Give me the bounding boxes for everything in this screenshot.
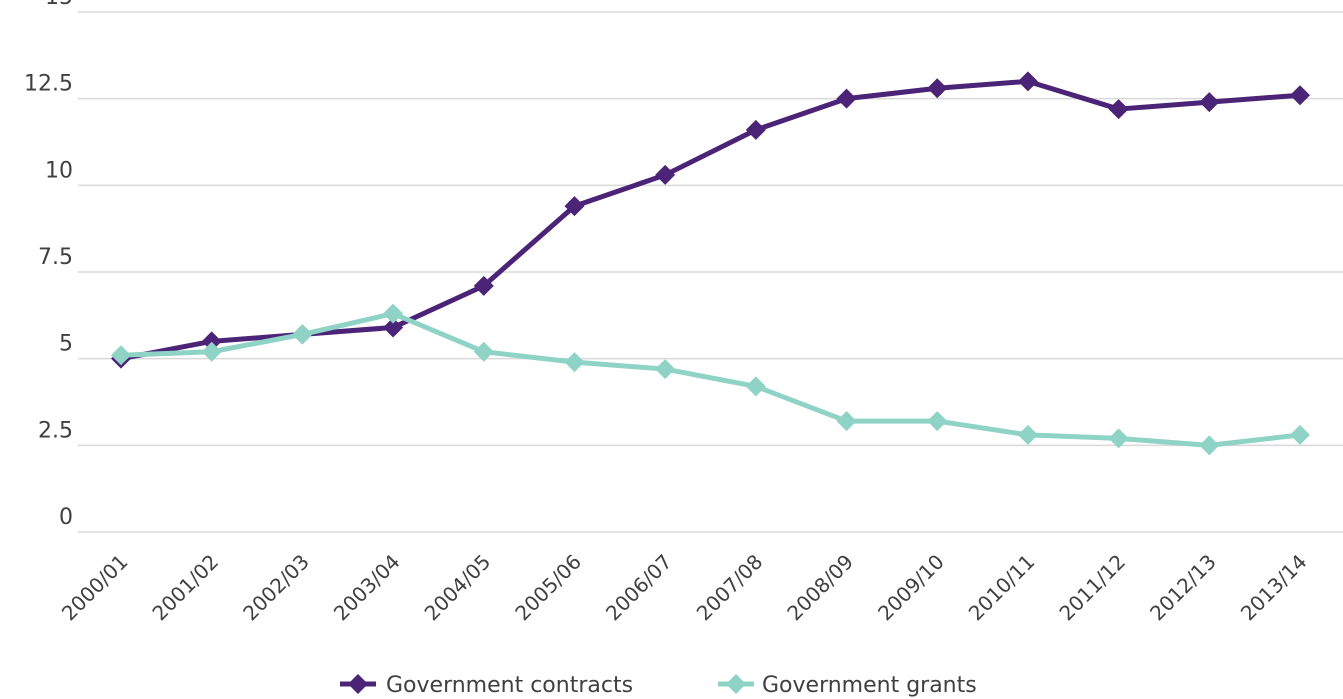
data-point bbox=[655, 359, 676, 380]
data-point bbox=[1017, 71, 1038, 92]
legend-label: Government grants bbox=[762, 673, 977, 698]
y-tick-label: 2.5 bbox=[38, 418, 73, 443]
x-tick-label: 2001/02 bbox=[148, 550, 224, 626]
x-tick-label: 2005/06 bbox=[510, 550, 586, 626]
x-tick-label: 2007/08 bbox=[692, 550, 768, 626]
legend-swatch-marker bbox=[348, 674, 368, 694]
legend-swatch-marker bbox=[726, 674, 746, 694]
data-point bbox=[564, 352, 585, 373]
data-point bbox=[383, 303, 404, 324]
x-tick-label: 2010/11 bbox=[964, 550, 1040, 626]
data-point bbox=[564, 196, 585, 217]
data-point bbox=[201, 331, 222, 352]
x-tick-label: 2012/13 bbox=[1145, 550, 1221, 626]
data-point bbox=[655, 164, 676, 185]
x-tick-label: 2011/12 bbox=[1054, 550, 1130, 626]
data-point bbox=[1290, 85, 1310, 106]
x-tick-label: 2000/01 bbox=[57, 550, 133, 626]
x-tick-label: 2002/03 bbox=[238, 550, 314, 626]
x-tick-label: 2004/05 bbox=[420, 550, 496, 626]
y-tick-label: 5 bbox=[59, 332, 73, 357]
x-tick-label: 2006/07 bbox=[601, 550, 677, 626]
y-tick-label: 0 bbox=[59, 505, 73, 530]
x-tick-label: 2003/04 bbox=[329, 550, 405, 626]
data-point bbox=[836, 411, 857, 432]
data-point bbox=[1108, 428, 1129, 449]
data-point bbox=[927, 411, 948, 432]
series-line bbox=[118, 78, 1303, 362]
data-point bbox=[1199, 435, 1220, 456]
data-point bbox=[383, 317, 404, 338]
series-government-grants bbox=[111, 303, 1310, 456]
data-point bbox=[745, 119, 766, 140]
data-point bbox=[473, 275, 494, 296]
data-point bbox=[292, 324, 313, 345]
data-point bbox=[1017, 424, 1038, 445]
y-axis-ticks: 0 2.5 5 7.5 10 12.5 15 bbox=[24, 0, 73, 530]
legend: Government contracts Government grants bbox=[340, 673, 977, 698]
x-axis-ticks: 2000/01 2001/02 2002/03 2003/04 2004/05 2005/… bbox=[57, 550, 1312, 626]
data-point bbox=[745, 376, 766, 397]
data-point bbox=[836, 88, 857, 109]
data-point bbox=[473, 341, 494, 362]
data-point bbox=[1108, 99, 1129, 120]
series-line bbox=[118, 311, 1303, 448]
y-tick-label: 15 bbox=[45, 0, 73, 10]
y-tick-label: 7.5 bbox=[38, 245, 73, 270]
series-government-contracts bbox=[111, 71, 1310, 369]
x-tick-label: 2008/09 bbox=[782, 550, 858, 626]
data-point bbox=[201, 341, 222, 362]
series-layer bbox=[111, 71, 1310, 456]
x-tick-label: 2013/14 bbox=[1236, 550, 1312, 626]
x-tick-label: 2009/10 bbox=[873, 550, 949, 626]
y-tick-label: 12.5 bbox=[24, 72, 73, 97]
legend-item: Government contracts bbox=[340, 673, 633, 698]
legend-label: Government contracts bbox=[386, 673, 633, 698]
y-tick-label: 10 bbox=[45, 158, 73, 183]
data-point bbox=[1199, 92, 1220, 113]
gridlines bbox=[78, 11, 1343, 533]
data-point bbox=[927, 78, 948, 99]
legend-item: Government grants bbox=[718, 673, 977, 698]
data-point bbox=[1290, 424, 1310, 445]
data-point bbox=[111, 345, 131, 366]
